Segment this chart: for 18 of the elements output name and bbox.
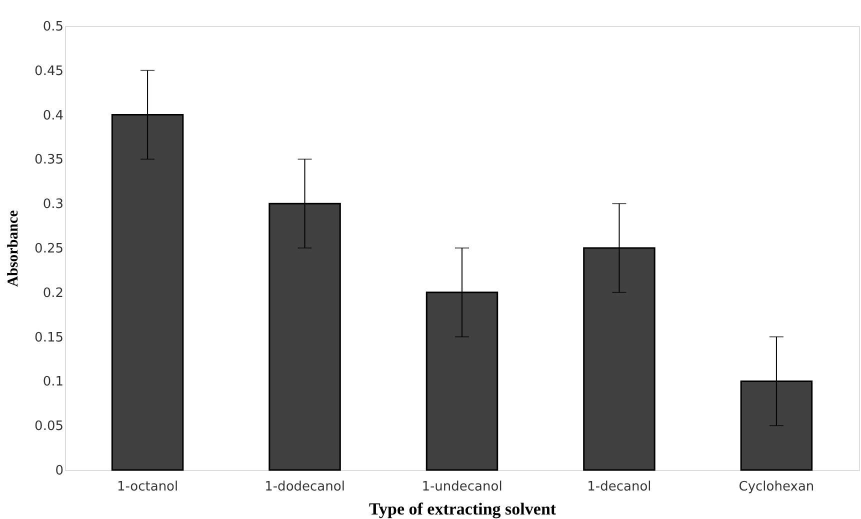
- y-tick-label: 0: [55, 464, 64, 478]
- y-tick-label: 0.15: [34, 330, 64, 346]
- x-tick-label: 1-octanol: [116, 480, 178, 494]
- x-axis-title: Type of extracting solvent: [368, 500, 556, 518]
- x-tick-label: 1-undecanol: [422, 480, 502, 494]
- x-tick-label: 1-dodecanol: [264, 480, 345, 494]
- y-tick-label: 0.3: [42, 197, 64, 212]
- x-tick-label: Cyclohexan: [738, 480, 814, 494]
- y-tick-label: 0.05: [34, 419, 64, 434]
- y-tick-label: 0.1: [42, 374, 64, 390]
- x-tick-label: 1-decanol: [587, 480, 652, 494]
- y-tick-label: 0.4: [42, 108, 64, 124]
- y-tick-label: 0.45: [34, 64, 64, 79]
- y-tick-label: 0.5: [42, 20, 64, 34]
- y-axis-title: Absorbance: [6, 210, 22, 287]
- y-tick-label: 0.35: [34, 152, 64, 168]
- y-tick-label: 0.25: [34, 242, 64, 256]
- y-tick-label: 0.2: [42, 286, 64, 301]
